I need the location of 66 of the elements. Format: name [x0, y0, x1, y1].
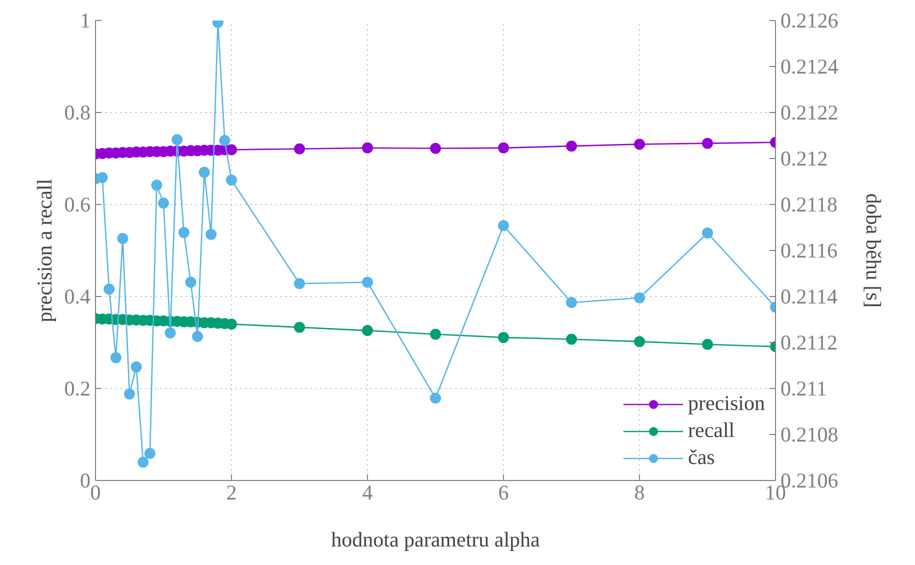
point	[219, 135, 230, 146]
point	[158, 198, 169, 209]
point	[498, 220, 509, 232]
point	[226, 318, 237, 330]
y2-tick-label: 0.2114	[780, 284, 838, 308]
point	[702, 228, 713, 239]
point	[566, 140, 577, 152]
y2-tick-label: 0.2116	[780, 238, 838, 262]
y2-tick-label: 0.2118	[780, 192, 838, 216]
point	[117, 233, 128, 244]
y2-tick-label: 0.2108	[780, 422, 838, 446]
point	[634, 138, 645, 150]
point	[198, 166, 210, 178]
point	[130, 361, 142, 372]
y2-tick-label: 0.2126	[780, 8, 838, 32]
y2-tick-label: 0.2124	[780, 54, 839, 78]
point	[430, 328, 441, 340]
legend-label: precision	[688, 391, 765, 416]
point	[702, 138, 713, 149]
point	[634, 292, 645, 304]
point	[104, 284, 115, 295]
point	[144, 448, 156, 459]
y-tick-label: 0.6	[64, 192, 90, 216]
point	[164, 327, 176, 338]
point	[362, 276, 373, 288]
y-tick-label: 0.4	[64, 284, 91, 308]
point	[702, 338, 713, 350]
point	[566, 334, 577, 345]
x-tick-label: 8	[634, 480, 645, 504]
point	[362, 142, 373, 154]
y-tick-label: 1	[80, 8, 90, 32]
legend-label: recall	[688, 418, 735, 443]
point	[362, 325, 373, 336]
y-tick-label: 0.8	[64, 100, 90, 124]
point	[172, 134, 183, 146]
y-tick-label: 0.2	[64, 376, 90, 400]
point	[294, 143, 305, 154]
point	[192, 331, 203, 342]
point	[430, 142, 441, 154]
point	[185, 276, 196, 288]
point	[294, 278, 305, 290]
x-axis-title: hodnota parametru alpha	[331, 528, 541, 552]
x-tick-label: 4	[362, 480, 374, 504]
point	[110, 352, 122, 364]
point	[151, 180, 162, 191]
point	[294, 322, 305, 333]
y-axis-title: precision a recall	[32, 178, 56, 322]
point	[96, 172, 108, 184]
point	[226, 174, 237, 186]
y2-tick-label: 0.2112	[780, 330, 838, 354]
point	[634, 336, 645, 348]
point	[138, 456, 149, 468]
point	[124, 388, 135, 400]
point	[430, 392, 441, 404]
y2-axis-title: doba běhu [s]	[861, 193, 886, 308]
point	[566, 296, 577, 308]
y2-tick-label: 0.2122	[780, 100, 838, 124]
point	[498, 142, 509, 154]
y2-tick-label: 0.212	[780, 146, 828, 170]
y2-tick-label: 0.211	[780, 376, 827, 400]
point	[178, 227, 190, 238]
legend-label: čas	[688, 445, 715, 470]
point	[206, 228, 217, 240]
point	[498, 332, 509, 343]
x-tick-label: 2	[226, 480, 237, 504]
x-tick-label: 6	[498, 480, 509, 504]
